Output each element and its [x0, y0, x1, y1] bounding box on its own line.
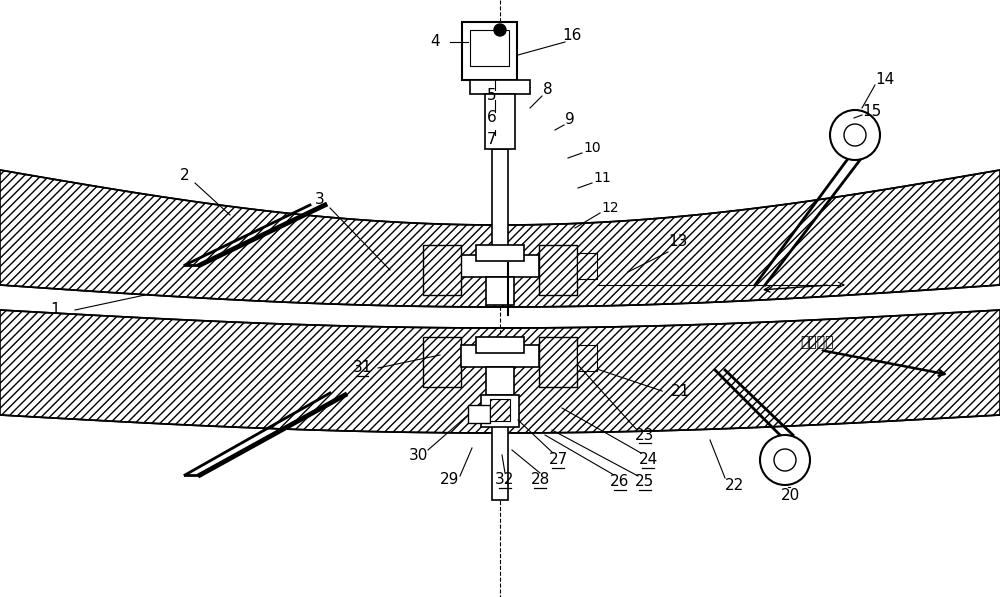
Bar: [423, 337, 461, 387]
Polygon shape: [0, 310, 1000, 433]
Text: 3: 3: [315, 192, 325, 208]
Text: 1: 1: [50, 303, 60, 318]
Circle shape: [844, 124, 866, 146]
Text: 14: 14: [875, 72, 895, 88]
Bar: [539, 337, 577, 387]
Text: 焊缝方向: 焊缝方向: [800, 335, 834, 349]
Bar: [470, 80, 530, 94]
Text: 32: 32: [495, 472, 515, 488]
Text: 20: 20: [780, 488, 800, 503]
Text: 12: 12: [601, 201, 619, 215]
Bar: [461, 345, 539, 367]
Text: 26: 26: [610, 475, 630, 490]
Text: 31: 31: [352, 361, 372, 376]
Text: 22: 22: [725, 478, 745, 493]
Bar: [423, 245, 461, 295]
Bar: [486, 277, 514, 305]
Text: 25: 25: [635, 475, 655, 490]
Text: 27: 27: [548, 453, 568, 467]
Bar: [539, 245, 577, 295]
Circle shape: [830, 110, 880, 160]
Circle shape: [774, 449, 796, 471]
Text: 7: 7: [487, 133, 497, 147]
Circle shape: [494, 24, 506, 36]
Bar: [492, 149, 508, 285]
Text: 2: 2: [180, 168, 190, 183]
Text: 5: 5: [487, 88, 497, 103]
Text: 11: 11: [593, 171, 611, 185]
Circle shape: [760, 435, 810, 485]
Text: 24: 24: [638, 453, 658, 467]
Text: 29: 29: [440, 472, 460, 488]
Text: 28: 28: [530, 472, 550, 488]
Text: 15: 15: [862, 104, 882, 119]
Text: 13: 13: [668, 235, 688, 250]
Text: 10: 10: [583, 141, 601, 155]
Bar: [476, 337, 524, 353]
Text: 21: 21: [670, 384, 690, 399]
Bar: [476, 245, 524, 261]
Bar: [481, 395, 519, 427]
Text: 23: 23: [635, 427, 655, 442]
Polygon shape: [0, 170, 1000, 307]
Bar: [490, 399, 510, 421]
Bar: [485, 94, 515, 149]
Text: 9: 9: [565, 112, 575, 128]
Bar: [492, 390, 508, 500]
Bar: [577, 345, 597, 371]
Bar: [461, 255, 539, 277]
Bar: [468, 405, 490, 423]
Text: 4: 4: [430, 35, 440, 50]
Bar: [470, 30, 509, 66]
Text: 8: 8: [543, 82, 553, 97]
Text: 16: 16: [562, 27, 582, 42]
Bar: [462, 22, 517, 80]
Bar: [577, 253, 597, 279]
Text: 6: 6: [487, 110, 497, 125]
Text: 30: 30: [408, 448, 428, 463]
Bar: [486, 367, 514, 395]
